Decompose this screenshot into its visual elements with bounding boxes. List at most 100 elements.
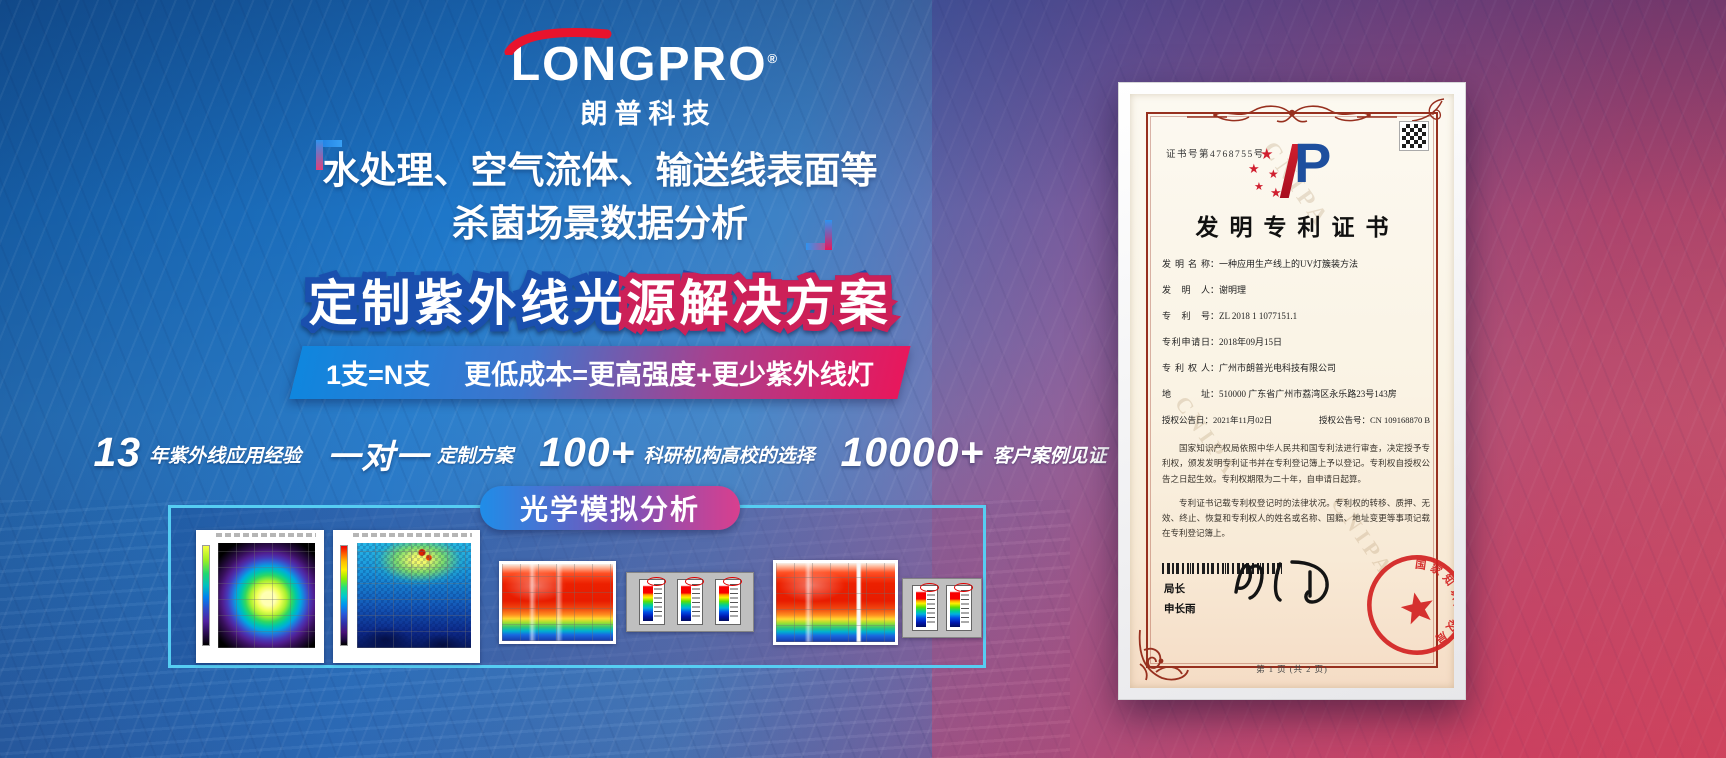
field-value: 广州市朗普光电科技有限公司 xyxy=(1219,363,1337,374)
director-block: 局长 申长雨 xyxy=(1164,580,1196,620)
highlight-ellipse xyxy=(685,577,704,586)
cert-field-address: 地址：510000 广东省广州市荔湾区永乐路23号143房 xyxy=(1162,388,1430,401)
sim-image-irradiance-contour-map xyxy=(196,530,324,663)
field-colon: ： xyxy=(1210,337,1220,348)
contour-plot xyxy=(218,543,315,648)
cert-grant-row: 授权公告日：2021年11月02日 授权公告号：CN 109168870 B xyxy=(1162,414,1430,426)
field-label: 专利权人 xyxy=(1162,363,1210,374)
star-icon: ★ xyxy=(1254,181,1264,193)
sim-image-thermal-map xyxy=(499,561,616,644)
field-value: ZL 2018 1 1077151.1 xyxy=(1219,311,1298,322)
certificate-body: 发明名称：一种应用生产线上的UV灯簇装方法 发明人：谢明理 专利号：ZL 201… xyxy=(1162,258,1430,575)
left-content-column: LONGPRO® 朗普科技 水处理、空气流体、输送线表面等 杀菌场景数据分析 定… xyxy=(94,20,1107,476)
field-label: 发明人 xyxy=(1162,285,1210,296)
page-footer: 第 1 页 (共 2 页) xyxy=(1256,664,1328,674)
formula-right: 更低成本=更高强度+更少紫外线灯 xyxy=(464,360,874,391)
corner-bracket-top-left xyxy=(316,140,342,170)
qr-code xyxy=(1399,121,1429,151)
formula-left: 1支=N支 xyxy=(326,360,431,391)
corner-ornament-top-right xyxy=(1411,98,1445,122)
stat-label: 定制方案 xyxy=(437,446,514,468)
official-seal: 国家知识产权局 xyxy=(1367,550,1454,655)
star-icon: ★ xyxy=(1270,185,1282,200)
stat-value: 13 xyxy=(93,429,142,476)
solution-title-fill: 定制紫外线光源解决方案 xyxy=(308,277,892,332)
field-colon: ： xyxy=(1210,389,1220,400)
brand-name: LONGPRO xyxy=(510,38,768,91)
stat-one-on-one: 一对一 定制方案 xyxy=(327,438,514,476)
star-icon: ★ xyxy=(1248,161,1260,176)
brand-logo: LONGPRO® 朗普科技 xyxy=(504,20,780,131)
corner-bracket-bottom-right xyxy=(806,220,832,250)
brand-wordmark: LONGPRO® xyxy=(504,28,780,91)
headline-line2: 杀菌场景数据分析 xyxy=(452,202,748,244)
field-colon: ： xyxy=(1210,285,1220,296)
stats-row: 13 年紫外线应用经验 一对一 定制方案 100+ 科研机构高校的选择 1000… xyxy=(94,429,1107,476)
stat-value: 10000+ xyxy=(840,429,985,476)
solution-title-stroke-blue: 定制紫外线光源解决方案 xyxy=(302,271,894,338)
cert-paragraph-2: 专利证书记载专利权登记时的法律状况。专利权的转移、质押、无效、终止、恢复和专利权… xyxy=(1162,497,1430,538)
cert-field-patentee: 专利权人：广州市朗普光电科技有限公司 xyxy=(1162,362,1430,375)
director-signature xyxy=(1234,560,1329,604)
simulation-panel xyxy=(168,505,986,668)
scatter-plot xyxy=(357,543,471,648)
barcode xyxy=(1162,563,1282,575)
stat-value: 100+ xyxy=(539,429,636,476)
colorbar xyxy=(202,545,210,646)
patent-certificate-frame: CNIPA CNIPA CNIPA xyxy=(1118,82,1466,700)
director-name: 申长雨 xyxy=(1164,602,1196,615)
field-colon: ： xyxy=(1210,259,1220,269)
stat-cases: 10000+ 客户案例见证 xyxy=(840,429,1107,476)
field-value: 510000 广东省广州市荔湾区永乐路23号143房 xyxy=(1219,389,1397,400)
ornamental-flourish xyxy=(1187,105,1397,123)
brand-name-cn: 朗普科技 xyxy=(580,99,717,130)
logo-swoosh-icon xyxy=(504,28,612,55)
highlight-ellipse xyxy=(954,583,974,592)
sim-image-thermal-map-wide xyxy=(773,560,898,645)
patent-certificate: CNIPA CNIPA CNIPA xyxy=(1130,94,1454,688)
field-label: 专利申请日 xyxy=(1162,337,1210,348)
stat-label: 科研机构高校的选择 xyxy=(643,446,815,468)
director-label: 局长 xyxy=(1164,583,1185,595)
certificate-title: 发明专利证书 xyxy=(1195,215,1400,240)
registered-mark: ® xyxy=(767,51,780,66)
highlight-ellipse xyxy=(723,577,742,586)
stat-value: 一对一 xyxy=(327,438,430,476)
seal-star-icon xyxy=(1400,592,1433,625)
field-colon: ： xyxy=(1210,363,1220,374)
star-icon: ★ xyxy=(1260,147,1274,163)
thermal-plot xyxy=(776,563,895,642)
colorbar-legend xyxy=(639,577,666,625)
grant-date: 授权公告日：2021年11月02日 xyxy=(1162,415,1273,426)
stat-experience: 13 年紫外线应用经验 xyxy=(93,429,302,476)
corner-ornament-bottom-left xyxy=(1138,629,1189,681)
colorbar xyxy=(340,545,348,646)
field-label: 地址 xyxy=(1162,389,1210,400)
field-value: 一种应用生产线上的UV灯簇装方法 xyxy=(1219,259,1359,269)
highlight-ellipse xyxy=(919,583,939,592)
cert-paragraph-1: 国家知识产权局依照中华人民共和国专利法进行审查，决定授予专利权，颁发发明专利证书… xyxy=(1162,443,1430,484)
stat-institutions: 100+ 科研机构高校的选择 xyxy=(539,429,815,476)
cert-field-patent-no: 专利号：ZL 2018 1 1077151.1 xyxy=(1162,310,1430,323)
colorbar-legend xyxy=(715,577,742,625)
solution-title: 定制紫外线光源解决方案 定制紫外线光源解决方案 定制紫外线光源解决方案 xyxy=(130,271,1070,338)
colorbar-legend xyxy=(911,583,939,631)
sim-image-uv-scatter-map xyxy=(333,530,480,663)
headline-line1: 水处理、空气流体、输送线表面等 xyxy=(322,150,878,192)
thermal-plot xyxy=(502,564,613,641)
cert-field-filing-date: 专利申请日：2018年09月15日 xyxy=(1162,336,1430,349)
stat-label: 年紫外线应用经验 xyxy=(149,446,302,468)
star-icon: ★ xyxy=(1268,167,1279,181)
logo-letter-p: P xyxy=(1294,131,1332,194)
grant-number: 授权公告号：CN 109168870 B xyxy=(1318,415,1430,426)
highlight-ellipse xyxy=(647,577,666,586)
simulation-panel-title: 光学模拟分析 xyxy=(480,486,740,530)
solution-title-stroke-red: 定制紫外线光源解决方案 xyxy=(308,272,894,336)
field-colon: ： xyxy=(1210,311,1220,322)
colorbar-legend xyxy=(677,577,704,625)
stat-label: 客户案例见证 xyxy=(992,446,1107,468)
cnipa-logo: ★ ★ ★ ★ ★ P xyxy=(1246,135,1338,202)
cert-field-inventor: 发明人：谢明理 xyxy=(1162,284,1430,297)
field-value: 2018年09月15日 xyxy=(1219,337,1283,348)
